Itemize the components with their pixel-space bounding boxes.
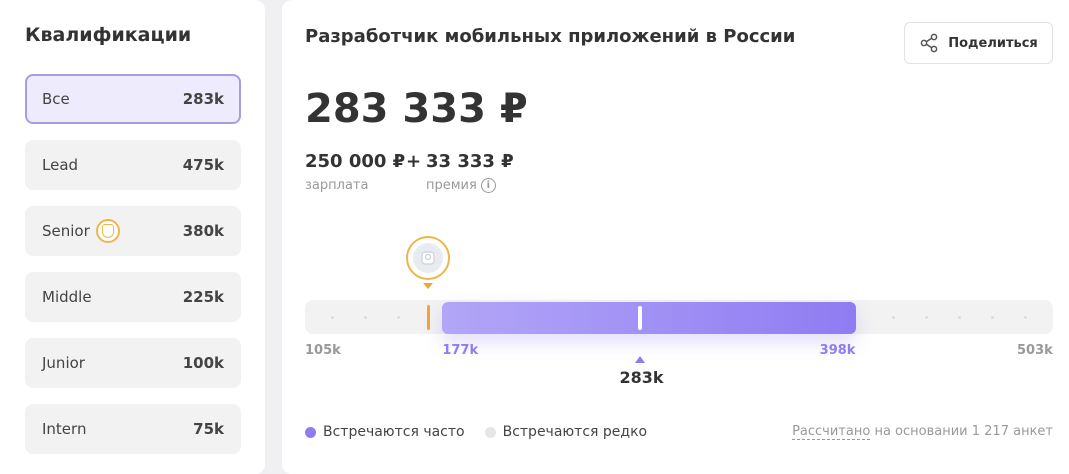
qualification-name: Intern [42, 420, 87, 438]
qualification-value: 380k [182, 222, 224, 240]
senior-badge-icon [95, 219, 120, 243]
track-dot [364, 316, 367, 319]
qualification-item-senior[interactable]: Senior 380k [25, 206, 241, 256]
qualification-value: 283k [182, 90, 224, 108]
track-dot [991, 316, 994, 319]
qualification-item-middle[interactable]: Middle 225k [25, 272, 241, 322]
total-salary: 283 333 ₽ [305, 86, 528, 132]
share-icon [920, 33, 938, 53]
track-dot [397, 316, 400, 319]
user-marker [427, 305, 431, 330]
track-dot [925, 316, 928, 319]
bonus-label: премия [426, 178, 477, 193]
salary-panel: Разработчик мобильных приложений в Росси… [282, 0, 1069, 474]
qualification-value: 225k [182, 288, 224, 306]
median-marker [637, 306, 642, 330]
tick-frequent-from: 177k [442, 343, 479, 358]
median-label: 283k [619, 368, 664, 387]
page-title: Разработчик мобильных приложений в Росси… [305, 26, 796, 47]
qualifications-panel: Квалификации Все 283k Lead 475k Senior 3… [0, 0, 265, 474]
qualification-name: Все [42, 90, 70, 108]
track-dot [331, 316, 334, 319]
frequent-range-bar [442, 302, 856, 334]
bonus-value: 33 333 ₽ [426, 151, 514, 172]
footnote-text: на основании 1 217 анкет [870, 424, 1053, 439]
calculated-link[interactable]: Рассчитано [792, 424, 871, 440]
qualification-item-lead[interactable]: Lead 475k [25, 140, 241, 190]
qualification-value: 475k [182, 156, 224, 174]
qualification-item-all[interactable]: Все 283k [25, 74, 241, 124]
plus-sign: + [406, 151, 422, 172]
qualification-item-intern[interactable]: Intern 75k [25, 404, 241, 454]
avatar-icon [413, 243, 444, 273]
median-arrow-icon [634, 356, 645, 363]
qualification-item-junior[interactable]: Junior 100k [25, 338, 241, 388]
legend-dot-rare [484, 426, 496, 438]
qualification-name: Lead [42, 156, 79, 174]
info-icon[interactable]: i [480, 178, 496, 193]
track-dot [958, 316, 961, 319]
user-badge-icon[interactable] [406, 236, 451, 280]
tick-min: 105k [305, 343, 341, 358]
share-label: Поделиться [948, 35, 1038, 51]
legend-label-rare: Встречаются редко [502, 424, 648, 440]
bonus-label-wrap: премия i [426, 178, 496, 193]
share-button[interactable]: Поделиться [904, 22, 1053, 64]
legend: Встречаются часто Встречаются редко [305, 424, 667, 440]
salary-label: зарплата [305, 178, 369, 193]
salary-value: 250 000 ₽ [305, 151, 406, 172]
legend-item-frequent: Встречаются часто [305, 424, 465, 440]
track-dot [892, 316, 895, 319]
qualification-name-wrap: Senior [42, 219, 120, 243]
legend-dot-frequent [305, 426, 316, 438]
qualification-value: 100k [182, 354, 224, 372]
qualifications-title: Квалификации [25, 24, 192, 46]
qualification-name: Middle [42, 288, 92, 306]
tick-max: 503k [1017, 343, 1053, 358]
tick-frequent-to: 398k [819, 343, 856, 358]
qualification-value: 75k [193, 420, 224, 438]
qualification-name: Junior [42, 354, 85, 372]
legend-item-rare: Встречаются редко [484, 424, 648, 440]
qualification-name: Senior [42, 222, 90, 240]
legend-label-frequent: Встречаются часто [323, 424, 465, 440]
track-dot [1024, 316, 1027, 319]
footnote: Рассчитано на основании 1 217 анкет [792, 424, 1053, 440]
user-arrow-icon [423, 283, 434, 289]
